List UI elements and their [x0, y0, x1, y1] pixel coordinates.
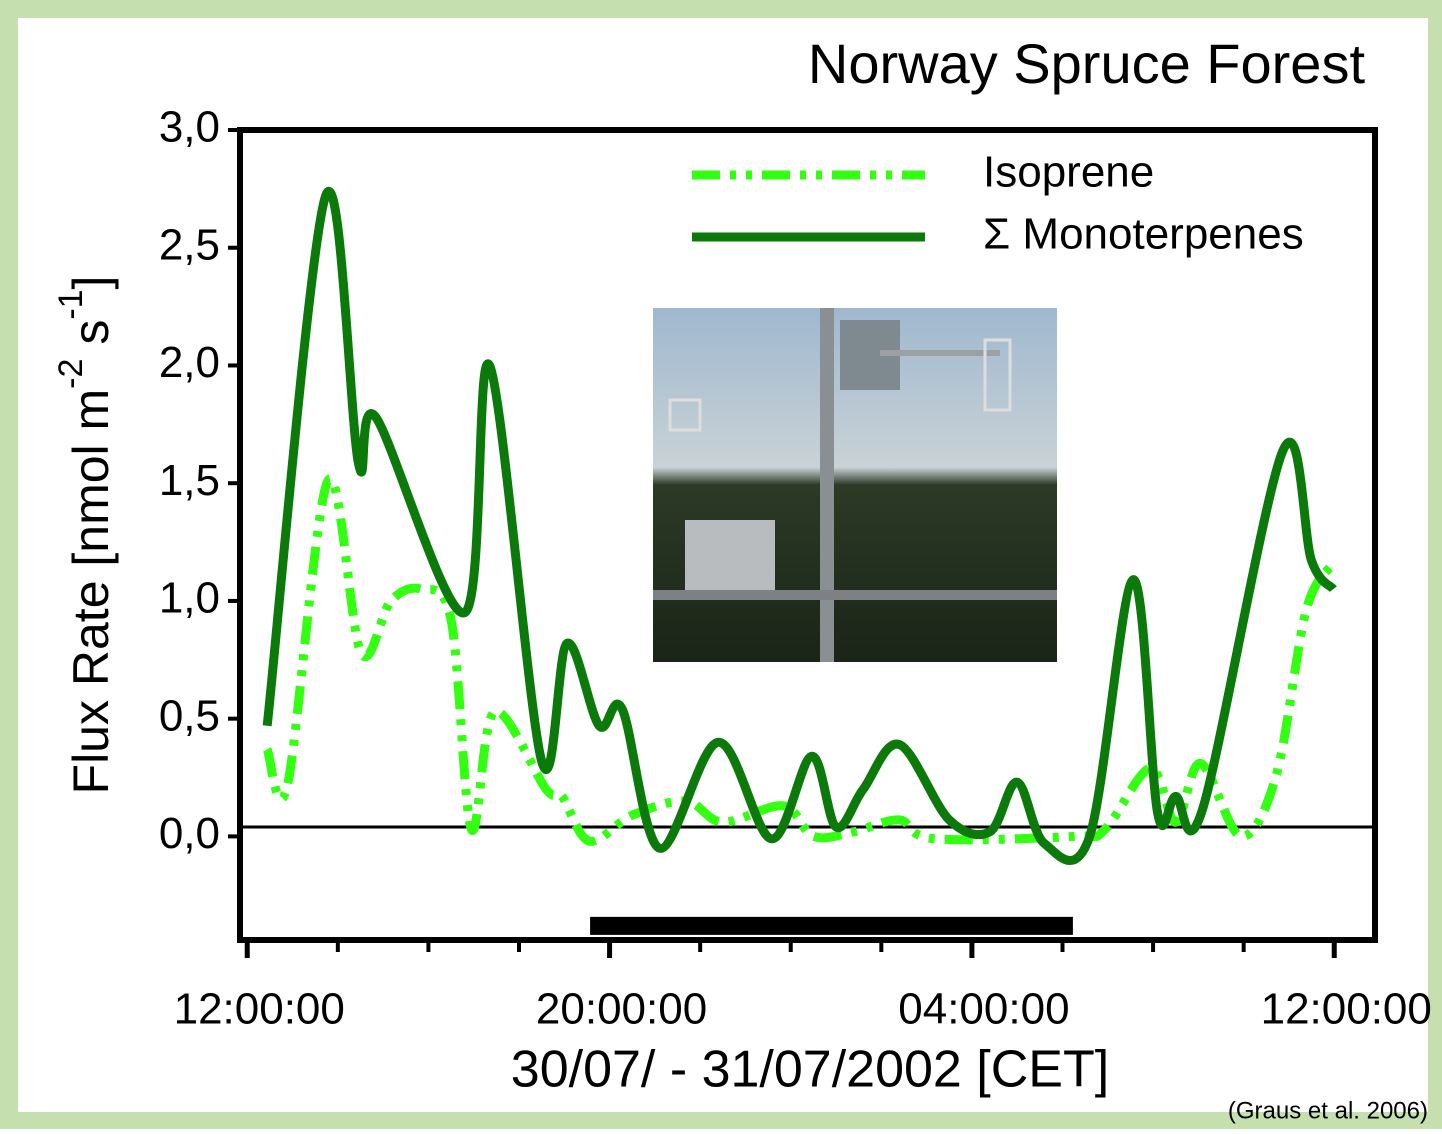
series-line	[262, 187, 1337, 865]
x-tick-label: 20:00:00	[536, 985, 707, 1034]
chart-title: Norway Spruce Forest	[808, 32, 1366, 95]
y-tick-label: 0,0	[159, 809, 220, 858]
source-note: (Graus et al. 2006)	[1228, 1097, 1428, 1124]
y-tick-label: 1,5	[159, 456, 220, 505]
photo-inset	[653, 308, 1057, 662]
y-tick-label: 2,0	[159, 338, 220, 387]
y-tick-label: 3,0	[159, 103, 220, 152]
y-label-sup: -1	[52, 289, 90, 319]
y-tick-label: 1,0	[159, 574, 220, 623]
y-label-text: s	[63, 320, 119, 359]
legend-label: Isoprene	[983, 148, 1154, 197]
y-label-text: Flux Rate [nmol m	[63, 389, 119, 795]
y-tick-label: 2,5	[159, 220, 220, 269]
night-bar	[590, 916, 1073, 935]
x-tick-label: 12:00:00	[174, 985, 345, 1034]
plot-frame	[237, 127, 1378, 943]
x-tick-label: 12:00:00	[1261, 985, 1432, 1034]
x-tick-label: 04:00:00	[898, 985, 1069, 1034]
legend-label: Σ Monoterpenes	[983, 210, 1304, 259]
y-axis-label: Flux Rate [nmol m-2 s-1]	[52, 276, 119, 795]
y-label-text: ]	[63, 276, 119, 290]
y-tick-label: 0,5	[159, 691, 220, 740]
x-axis-label: 30/07/ - 31/07/2002 [CET]	[511, 1041, 1109, 1099]
y-label-sup: -2	[52, 359, 90, 389]
